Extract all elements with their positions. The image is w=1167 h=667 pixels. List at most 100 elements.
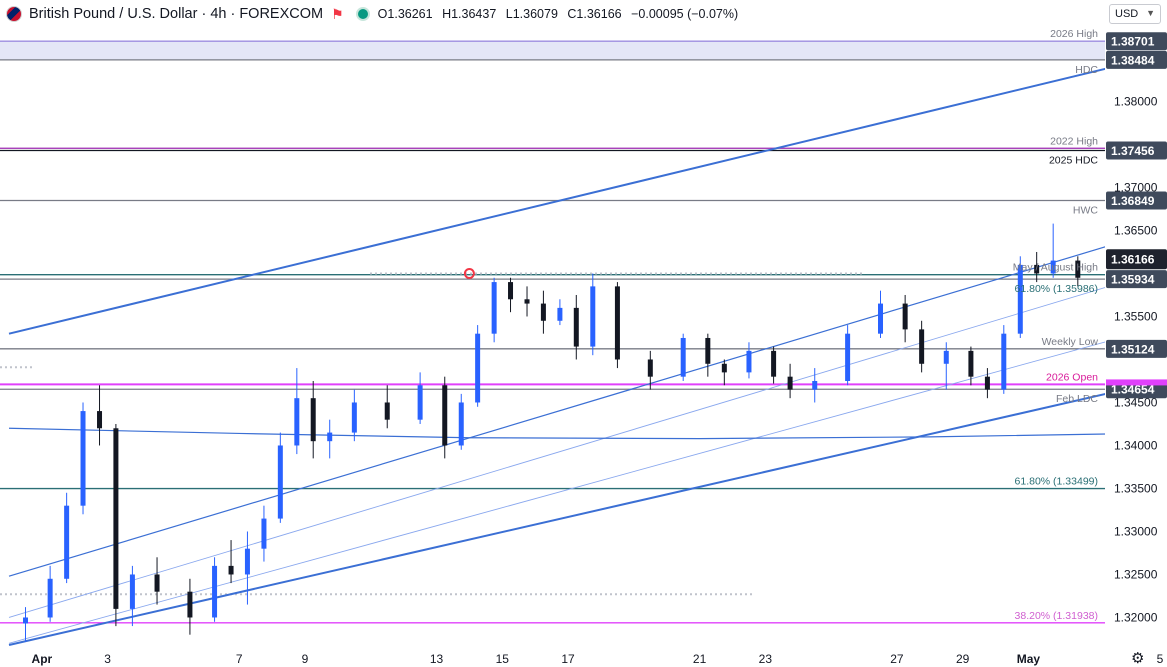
symbol-title[interactable]: British Pound / U.S. Dollar · 4h · FOREX… xyxy=(29,6,324,22)
moving-average xyxy=(8,427,1167,440)
candle-body xyxy=(64,505,70,579)
candle xyxy=(417,372,423,424)
time-axis: Apr37913151721232729May57111315 xyxy=(0,647,1167,666)
candle-body xyxy=(310,398,316,442)
candle xyxy=(212,557,218,622)
candle xyxy=(968,346,974,386)
level-labels: 2026 High HDC 2022 High 2025 HDC HWC May / Au… xyxy=(1013,28,1167,622)
level-label: 2026 Open xyxy=(1046,371,1098,383)
candle xyxy=(23,607,28,642)
candle xyxy=(721,359,727,386)
channel-line xyxy=(8,268,1167,618)
candle xyxy=(113,423,119,627)
candle xyxy=(97,385,103,446)
candle-body xyxy=(442,385,448,446)
candle xyxy=(458,393,464,450)
level-label: 2026 High xyxy=(1050,28,1098,40)
time-tick-label: 17 xyxy=(561,652,575,666)
change-value: −0.00095 (−0.07%) xyxy=(631,7,739,21)
trend-channel xyxy=(8,52,1167,646)
candle xyxy=(351,389,357,442)
candle-body xyxy=(384,402,390,420)
candle-body xyxy=(590,286,596,347)
price-tick-label: 1.33500 xyxy=(1114,481,1158,495)
price-tag-label: 1.37456 xyxy=(1111,144,1155,158)
time-tick-label: 23 xyxy=(759,652,773,666)
candle xyxy=(1017,256,1023,338)
price-tag-bg xyxy=(1106,270,1167,289)
price-tag-label: 1.36849 xyxy=(1111,194,1155,208)
candle xyxy=(47,565,53,622)
candle xyxy=(787,363,793,399)
candle-body xyxy=(746,350,752,373)
price-tick-label: 1.36500 xyxy=(1114,223,1158,237)
uk-flag-icon xyxy=(6,6,22,22)
candle-body xyxy=(261,518,267,549)
ohlc-readout: O1.36261 H1.36437 L1.36079 C1.36166 −0.0… xyxy=(378,7,744,21)
candle xyxy=(647,350,653,390)
candle xyxy=(540,290,546,334)
price-tick-label: 1.32500 xyxy=(1114,567,1158,581)
price-tag-bg xyxy=(1106,141,1167,160)
candle-body xyxy=(771,350,777,377)
level-label: 61.80% (1.35986) xyxy=(1015,283,1098,295)
candle xyxy=(80,402,86,515)
candle-body xyxy=(113,428,119,609)
price-tag-label: 1.34654 xyxy=(1111,383,1155,397)
candle-body xyxy=(878,303,884,334)
time-tick-label: Apr xyxy=(32,652,53,666)
candle-body xyxy=(1075,260,1081,278)
candles xyxy=(23,223,1167,642)
price-tag-bg xyxy=(1106,32,1167,51)
price-axis: 1.38000 1.37000 1.36500 1.35500 1.34500 1.340… xyxy=(1105,0,1167,666)
candle xyxy=(310,380,316,459)
candle xyxy=(1050,223,1056,278)
pivot-marker xyxy=(463,267,475,279)
pivot-markers xyxy=(463,267,475,279)
candle xyxy=(64,492,70,584)
candle xyxy=(1034,251,1040,283)
channel-line xyxy=(8,324,1167,644)
candle-body xyxy=(244,548,250,575)
level-label: HWC xyxy=(1073,204,1098,216)
candle xyxy=(984,368,990,399)
candle-body xyxy=(154,574,160,592)
open-tag-bg xyxy=(1106,379,1167,386)
price-tag-bg xyxy=(1106,191,1167,210)
price-tag: 1.35124 xyxy=(1106,339,1167,358)
candle-body xyxy=(417,385,423,420)
candle-body xyxy=(573,307,579,347)
candle xyxy=(680,333,686,381)
price-tag-label: 1.35934 xyxy=(1111,273,1155,287)
candle-body xyxy=(23,617,28,624)
candle-body xyxy=(228,565,234,575)
flag-icon[interactable]: ⚑ xyxy=(331,5,344,22)
time-axis-bg xyxy=(0,647,1167,666)
price-tag-label: 1.35124 xyxy=(1111,342,1155,356)
high-value: H1.36437 xyxy=(442,7,497,21)
last-price-tag-bg xyxy=(1106,249,1167,270)
candle xyxy=(812,368,818,403)
gear-icon[interactable]: ⚙ xyxy=(1131,650,1145,667)
candle xyxy=(294,368,300,455)
candle-body xyxy=(80,411,86,506)
time-tick-label: 3 xyxy=(104,652,111,666)
currency-selector[interactable]: USD ▼ xyxy=(1109,4,1161,24)
candle-body xyxy=(351,402,357,433)
channel-line xyxy=(8,378,1167,646)
time-tick-label: 21 xyxy=(693,652,707,666)
moving-average-line xyxy=(8,427,1167,440)
low-value: L1.36079 xyxy=(505,7,558,21)
candle-body xyxy=(787,376,793,390)
symbol-header: British Pound / U.S. Dollar · 4h · FOREX… xyxy=(0,0,1105,28)
candle xyxy=(475,325,481,407)
candle-body xyxy=(97,411,103,429)
high-zone-band xyxy=(0,41,1105,60)
candle-body xyxy=(705,337,711,364)
candle-body xyxy=(187,591,193,618)
candle-body xyxy=(212,565,218,618)
candle-body xyxy=(614,286,620,360)
time-tick-label: 29 xyxy=(956,652,970,666)
candle-body xyxy=(129,574,135,609)
